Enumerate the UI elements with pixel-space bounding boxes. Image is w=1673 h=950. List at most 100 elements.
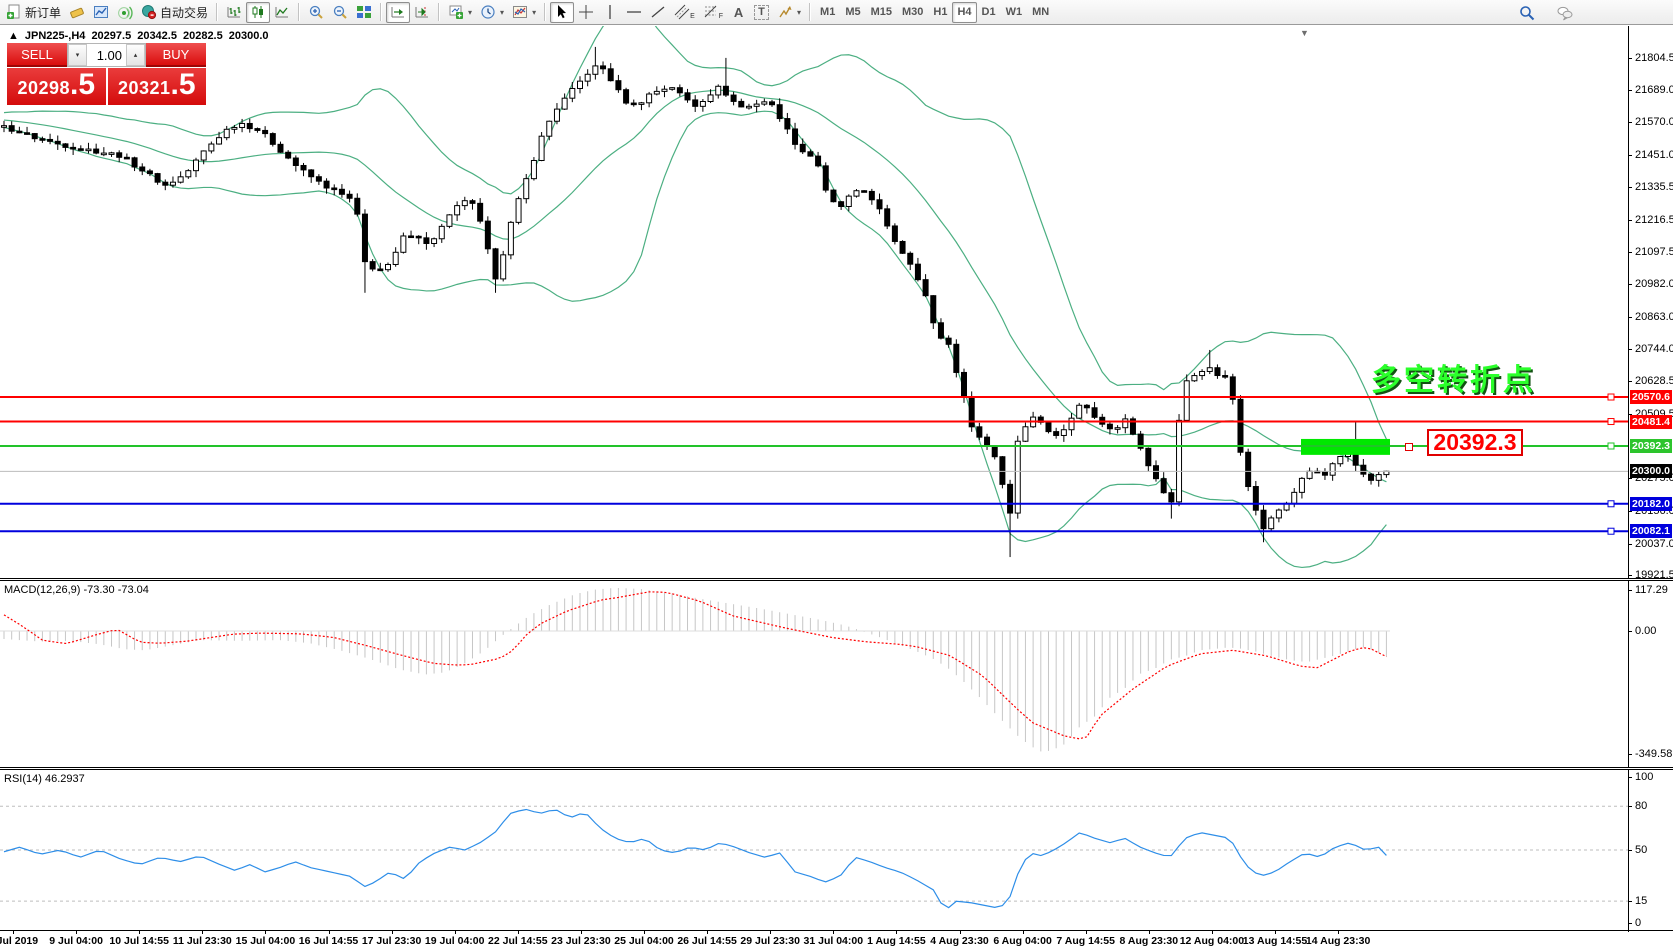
level-line-handle[interactable] [1607, 500, 1615, 508]
price-badge-20300.0: 20300.0 [1630, 464, 1672, 479]
indicators-button[interactable]: ▾ [508, 2, 540, 23]
level-line-handle[interactable] [1607, 527, 1615, 535]
time-tick-label: 14 Aug 23:30 [1305, 935, 1371, 947]
scroll-position-marker-icon[interactable]: ▼ [1300, 28, 1309, 38]
panel-divider[interactable] [0, 578, 1673, 581]
vertical-line-tool-button[interactable] [598, 2, 622, 23]
candlestick-mode-button[interactable] [246, 1, 271, 23]
time-tick-mark [644, 930, 645, 934]
new-order-icon [6, 4, 22, 20]
time-tick-mark [1338, 930, 1340, 934]
time-tick-label: 1 Aug 14:55 [867, 935, 926, 947]
zoom-in-button[interactable] [304, 2, 328, 23]
volume-increase-button[interactable]: ▴ [126, 44, 145, 66]
text-label-tool-icon: T [754, 4, 769, 20]
time-tick-mark [770, 930, 772, 934]
time-tick-mark [833, 930, 835, 934]
level-line-handle[interactable] [1607, 442, 1615, 450]
time-tick-label: 26 Jul 14:55 [677, 935, 737, 947]
price-tick-label: 20744.0 [1635, 343, 1673, 356]
ohlc-open: 20297.5 [91, 30, 132, 42]
axis-tick-mark [1628, 283, 1632, 285]
sell-button[interactable]: SELL [7, 43, 67, 67]
trendline-tool-button[interactable] [646, 2, 670, 23]
price-tick-label: 21804.5 [1635, 52, 1673, 65]
cursor-tool-button[interactable] [550, 1, 575, 23]
timeframe-button-MN[interactable]: MN [1027, 2, 1054, 23]
toolbar-separator [216, 3, 219, 21]
timeframe-button-M1[interactable]: M1 [815, 2, 840, 23]
sell-price-display[interactable]: 20298 .5 [7, 68, 106, 105]
chart-shift-button[interactable] [410, 2, 434, 23]
level-line-handle[interactable] [1607, 418, 1615, 426]
periods-button[interactable]: ▾ [476, 2, 508, 23]
signal-button[interactable] [113, 2, 137, 23]
fibonacci-tool-button[interactable]: F [699, 2, 727, 23]
axis-tick-mark [1628, 631, 1632, 632]
rsi-tick-label: 50 [1635, 844, 1648, 856]
buy-price-display[interactable]: 20321 .5 [107, 68, 206, 105]
zoom-out-button[interactable] [328, 2, 352, 23]
chat-button[interactable] [1553, 2, 1577, 23]
time-tick-label: 12 Aug 04:00 [1179, 935, 1245, 947]
axis-tick-mark [1628, 252, 1632, 254]
main-chart-panel[interactable]: ▲ JPN225-,H4 20297.5 20342.5 20282.5 203… [0, 26, 1628, 578]
macd-tick-label: 117.29 [1635, 583, 1668, 596]
candlestick-chart-canvas[interactable] [0, 26, 1628, 578]
price-tick-label: 20037.0 [1635, 537, 1673, 550]
new-chart-icon [448, 4, 464, 20]
time-tick-mark [139, 930, 141, 934]
eraser-button[interactable] [65, 2, 89, 23]
auto-scroll-button[interactable] [386, 1, 411, 23]
panel-divider[interactable] [0, 767, 1673, 770]
buy-button[interactable]: BUY [146, 43, 206, 67]
text-label-tool-button[interactable]: T [750, 2, 773, 23]
macd-canvas[interactable] [0, 581, 1628, 767]
level-line-handle[interactable] [1607, 393, 1615, 401]
arrows-tool-button[interactable]: ▾ [773, 2, 805, 23]
axis-tick-mark [1628, 186, 1632, 188]
axis-tick-mark [1628, 543, 1632, 545]
horizontal-line-tool-button[interactable] [622, 2, 646, 23]
price-flag-handle[interactable] [1405, 443, 1413, 451]
price-axis[interactable]: 21804.5 21689.0 21570.0 21451.0 21335.5 21216… [1628, 26, 1673, 932]
timeframe-button-D1[interactable]: D1 [977, 2, 1001, 23]
auto-trading-button[interactable]: 自动交易 [137, 2, 212, 23]
timeframe-button-W1[interactable]: W1 [1001, 2, 1028, 23]
macd-panel[interactable]: MACD(12,26,9) -73.30 -73.04 [0, 581, 1628, 767]
volume-input[interactable] [87, 44, 126, 66]
turning-point-annotation[interactable]: 多空转折点 [1371, 364, 1536, 397]
timeframe-button-M5[interactable]: M5 [840, 2, 865, 23]
tile-windows-button[interactable] [352, 2, 376, 23]
search-button[interactable] [1515, 2, 1539, 23]
market-watch-icon [93, 4, 109, 20]
chat-icon [1557, 5, 1573, 21]
bar-chart-mode-button[interactable] [222, 2, 246, 23]
text-tool-button[interactable]: A [727, 2, 750, 23]
toolbar: 新订单 自动交易 [0, 0, 1673, 25]
crosshair-tool-button[interactable] [574, 2, 598, 23]
timeframe-button-H1[interactable]: H1 [928, 2, 952, 23]
rsi-canvas[interactable] [0, 770, 1628, 930]
time-tick-mark [707, 930, 709, 934]
channel-sub-label: E [690, 12, 695, 20]
line-chart-mode-button[interactable] [270, 2, 294, 23]
macd-signal-line [3, 591, 1387, 740]
cursor-icon [554, 4, 570, 20]
collapse-arrow-icon[interactable]: ▲ [8, 30, 19, 42]
rsi-panel[interactable]: RSI(14) 46.2937 [0, 770, 1628, 930]
volume-decrease-button[interactable]: ▾ [68, 44, 87, 66]
symbol-header[interactable]: ▲ JPN225-,H4 20297.5 20342.5 20282.5 203… [8, 30, 269, 42]
timeframe-button-H4[interactable]: H4 [952, 1, 977, 23]
axis-tick-mark [1628, 850, 1632, 851]
price-flag-label[interactable]: 20392.3 [1427, 429, 1523, 456]
timeframe-button-M15[interactable]: M15 [866, 2, 897, 23]
new-chart-button[interactable]: ▾ [444, 2, 476, 23]
timeframe-button-M30[interactable]: M30 [897, 2, 928, 23]
market-watch-button[interactable] [89, 2, 113, 23]
price-tick-label: 20982.0 [1635, 277, 1673, 290]
new-order-button[interactable]: 新订单 [2, 2, 65, 23]
channel-tool-button[interactable]: E [670, 2, 699, 23]
macd-histogram [3, 587, 1387, 752]
